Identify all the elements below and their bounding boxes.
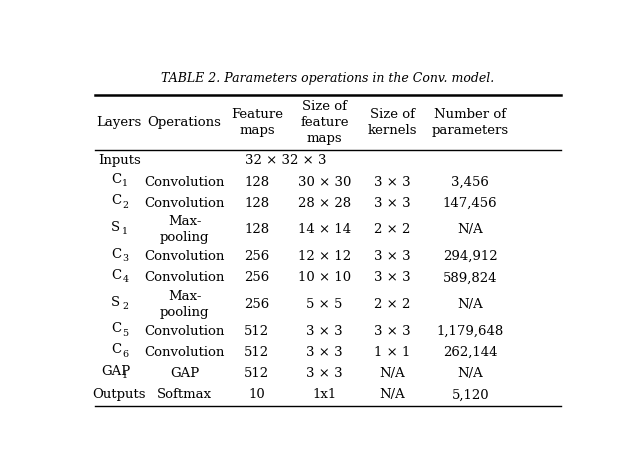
Text: Softmax: Softmax — [157, 389, 212, 401]
Text: Size of
kernels: Size of kernels — [367, 108, 417, 137]
Text: 3 × 3: 3 × 3 — [374, 271, 410, 285]
Text: 3 × 3: 3 × 3 — [374, 325, 410, 338]
Text: Operations: Operations — [148, 116, 221, 129]
Text: C: C — [111, 173, 121, 186]
Text: 3,456: 3,456 — [451, 176, 489, 189]
Text: N/A: N/A — [458, 224, 483, 237]
Text: 589,824: 589,824 — [443, 271, 497, 285]
Text: Convolution: Convolution — [145, 346, 225, 359]
Text: 10 × 10: 10 × 10 — [298, 271, 351, 285]
Text: 32 × 32 × 3: 32 × 32 × 3 — [245, 154, 326, 167]
Text: C: C — [111, 247, 121, 261]
Text: 28 × 28: 28 × 28 — [298, 197, 351, 210]
Text: 3 × 3: 3 × 3 — [306, 367, 343, 380]
Text: 12 × 12: 12 × 12 — [298, 250, 351, 263]
Text: 2: 2 — [122, 200, 128, 209]
Text: 128: 128 — [244, 197, 269, 210]
Text: 256: 256 — [244, 271, 269, 285]
Text: C: C — [111, 322, 121, 335]
Text: 1: 1 — [122, 228, 128, 237]
Text: Convolution: Convolution — [145, 197, 225, 210]
Text: 512: 512 — [244, 346, 269, 359]
Text: 2 × 2: 2 × 2 — [374, 298, 410, 311]
Text: 3 × 3: 3 × 3 — [374, 197, 410, 210]
Text: 147,456: 147,456 — [443, 197, 497, 210]
Text: 3: 3 — [122, 254, 129, 263]
Text: C: C — [111, 343, 121, 356]
Text: Convolution: Convolution — [145, 325, 225, 338]
Text: Convolution: Convolution — [145, 271, 225, 285]
Text: S: S — [111, 295, 120, 309]
Text: Max-
pooling: Max- pooling — [160, 290, 209, 319]
Text: 2 × 2: 2 × 2 — [374, 224, 410, 237]
Text: 5,120: 5,120 — [451, 389, 489, 401]
Text: 5: 5 — [122, 329, 129, 338]
Text: S: S — [111, 221, 120, 234]
Text: N/A: N/A — [380, 367, 405, 380]
Text: Size of
feature
maps: Size of feature maps — [300, 100, 349, 145]
Text: 30 × 30: 30 × 30 — [298, 176, 351, 189]
Text: 1: 1 — [122, 180, 128, 189]
Text: 512: 512 — [244, 325, 269, 338]
Text: 3 × 3: 3 × 3 — [306, 346, 343, 359]
Text: TABLE 2. Parameters operations in the Conv. model.: TABLE 2. Parameters operations in the Co… — [161, 72, 495, 85]
Text: N/A: N/A — [458, 367, 483, 380]
Text: Feature
maps: Feature maps — [231, 108, 283, 137]
Text: Convolution: Convolution — [145, 250, 225, 263]
Text: 1: 1 — [122, 371, 128, 380]
Text: 3 × 3: 3 × 3 — [374, 250, 410, 263]
Text: C: C — [111, 269, 121, 282]
Text: Convolution: Convolution — [145, 176, 225, 189]
Text: 256: 256 — [244, 250, 269, 263]
Text: Outputs: Outputs — [93, 389, 146, 401]
Text: 2: 2 — [122, 302, 128, 311]
Text: Inputs: Inputs — [98, 154, 141, 167]
Text: 512: 512 — [244, 367, 269, 380]
Text: 256: 256 — [244, 298, 269, 311]
Text: N/A: N/A — [458, 298, 483, 311]
Text: Layers: Layers — [97, 116, 142, 129]
Text: GAP: GAP — [101, 365, 131, 378]
Text: 294,912: 294,912 — [443, 250, 497, 263]
Text: GAP: GAP — [170, 367, 199, 380]
Text: N/A: N/A — [380, 389, 405, 401]
Text: 128: 128 — [244, 176, 269, 189]
Text: 14 × 14: 14 × 14 — [298, 224, 351, 237]
Text: 3 × 3: 3 × 3 — [306, 325, 343, 338]
Text: 10: 10 — [248, 389, 265, 401]
Text: Max-
pooling: Max- pooling — [160, 216, 209, 245]
Text: C: C — [111, 194, 121, 207]
Text: 1x1: 1x1 — [312, 389, 337, 401]
Text: 5 × 5: 5 × 5 — [307, 298, 342, 311]
Text: 6: 6 — [122, 350, 129, 359]
Text: 4: 4 — [122, 275, 128, 284]
Text: 128: 128 — [244, 224, 269, 237]
Text: Number of
parameters: Number of parameters — [431, 108, 509, 137]
Text: 1,179,648: 1,179,648 — [436, 325, 504, 338]
Text: 1 × 1: 1 × 1 — [374, 346, 410, 359]
Text: 262,144: 262,144 — [443, 346, 497, 359]
Text: 3 × 3: 3 × 3 — [374, 176, 410, 189]
